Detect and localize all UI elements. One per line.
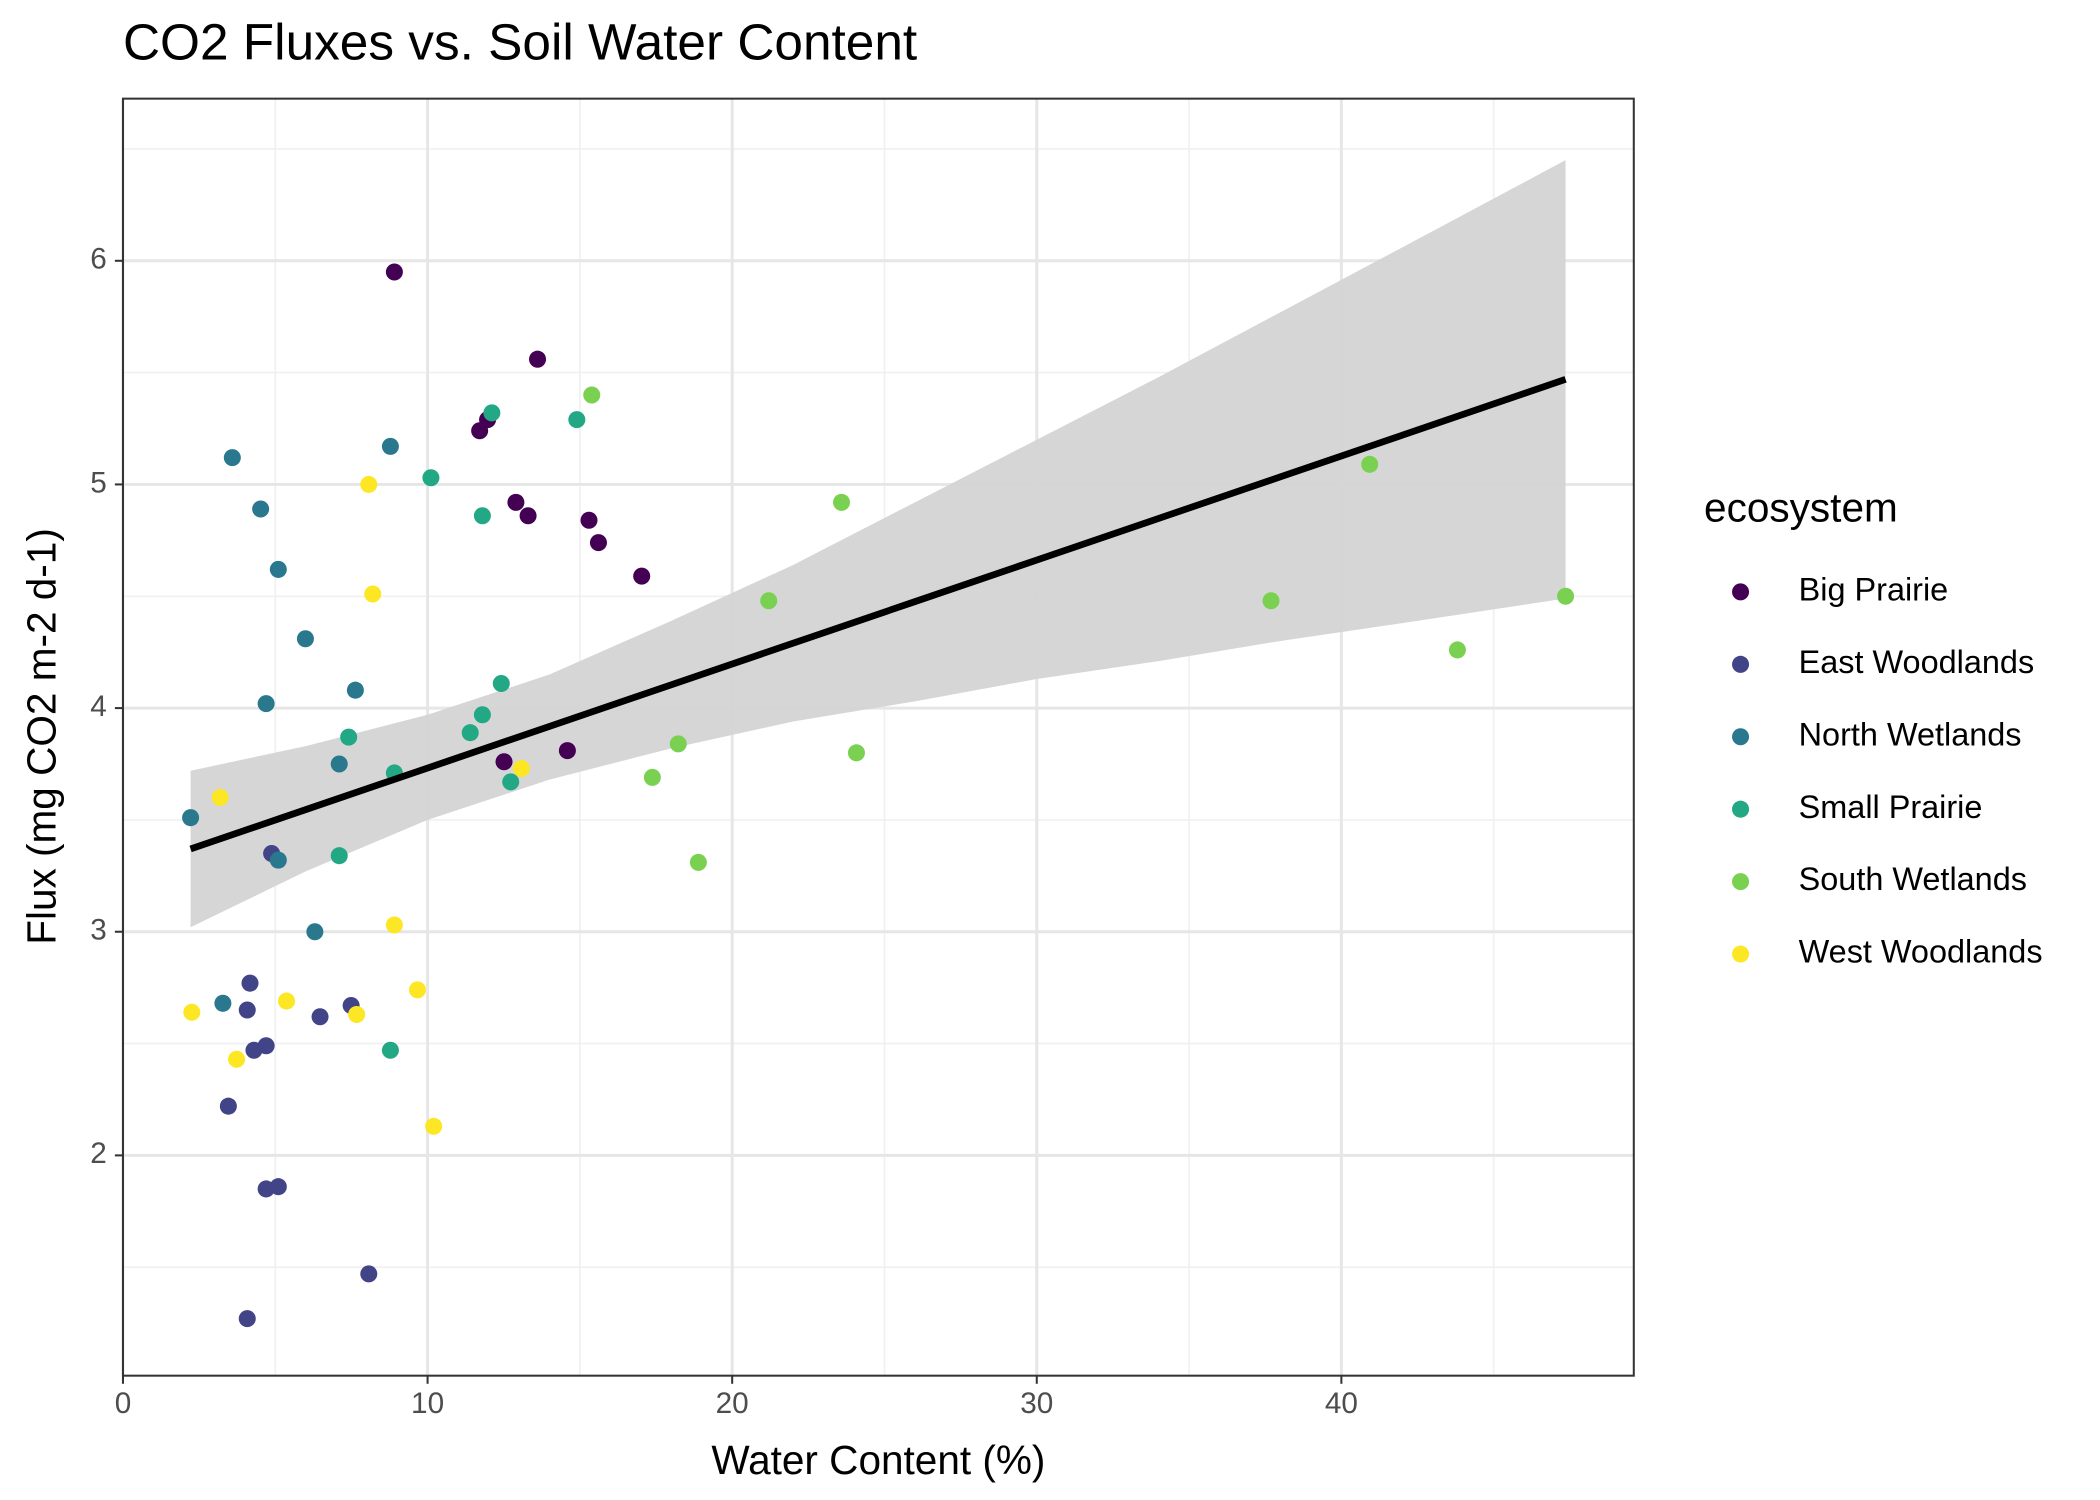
point — [495, 753, 513, 771]
legend-swatch — [1732, 655, 1750, 673]
point — [223, 449, 241, 467]
legend-swatch — [1732, 583, 1750, 601]
point — [473, 706, 491, 724]
point — [311, 1008, 329, 1026]
point — [381, 437, 399, 455]
legend-swatch — [1732, 873, 1750, 891]
point — [568, 411, 586, 429]
point — [760, 592, 778, 610]
point — [257, 1037, 275, 1055]
chart-title: CO2 Fluxes vs. Soil Water Content — [123, 14, 917, 71]
point — [1448, 641, 1466, 659]
legend-label: Small Prairie — [1799, 789, 1983, 825]
point — [492, 674, 510, 693]
legend-label: West Woodlands — [1799, 934, 2043, 970]
point — [364, 585, 382, 603]
point — [473, 507, 491, 525]
points — [182, 263, 1575, 1328]
point — [269, 1178, 287, 1196]
y-tick-label: 6 — [90, 243, 107, 276]
legend-swatch — [1732, 800, 1750, 818]
y-tick-label: 3 — [90, 914, 107, 947]
point — [346, 681, 364, 699]
legend: Big Prairie East Woodlands North Wetlands S… — [1732, 571, 2043, 970]
x-tick-label: 20 — [716, 1387, 749, 1420]
point — [269, 560, 287, 578]
legend-label: South Wetlands — [1799, 861, 2027, 897]
point — [228, 1050, 246, 1068]
point — [269, 851, 287, 869]
point — [589, 534, 607, 552]
point — [211, 789, 229, 807]
point — [360, 475, 378, 493]
point — [583, 386, 601, 404]
point — [348, 1005, 366, 1023]
x-axis-title: Water Content (%) — [711, 1437, 1045, 1483]
point — [425, 1117, 443, 1135]
point — [385, 263, 403, 281]
y-tick-label: 2 — [90, 1137, 107, 1170]
point — [483, 404, 501, 422]
point — [340, 728, 358, 746]
point — [833, 493, 851, 511]
y-axis-title: Flux (mg CO2 m-2 d-1) — [18, 528, 64, 945]
point — [502, 773, 520, 791]
confidence-band — [190, 160, 1566, 928]
y-tick-label: 4 — [90, 690, 107, 723]
point — [633, 567, 651, 585]
point — [512, 759, 530, 777]
point — [1262, 592, 1280, 610]
fit-line — [189, 376, 1567, 853]
point — [381, 1041, 399, 1059]
point — [580, 511, 598, 529]
plot-border — [121, 97, 1635, 1377]
point — [296, 630, 314, 648]
point — [360, 1265, 378, 1283]
point — [257, 695, 275, 713]
legend-swatch — [1732, 728, 1750, 746]
point — [519, 507, 537, 525]
point — [1557, 587, 1575, 605]
x-tick-label: 0 — [115, 1387, 132, 1420]
point — [507, 493, 525, 511]
point — [238, 1310, 256, 1328]
point — [558, 742, 576, 760]
point — [182, 809, 200, 827]
point — [306, 923, 324, 941]
point — [252, 500, 270, 518]
x-tick-label: 40 — [1325, 1387, 1358, 1420]
legend-label: East Woodlands — [1799, 644, 2035, 680]
point — [409, 981, 427, 999]
point — [461, 724, 479, 742]
legend-title: ecosystem — [1704, 485, 1898, 531]
point — [330, 847, 348, 865]
legend-swatch — [1732, 945, 1750, 963]
x-tick-label: 10 — [411, 1387, 444, 1420]
point — [669, 735, 687, 753]
point — [278, 992, 296, 1010]
point — [330, 755, 348, 773]
point — [847, 744, 865, 762]
point — [183, 1003, 201, 1021]
point — [529, 350, 547, 368]
y-tick-label: 5 — [90, 466, 107, 499]
legend-label: Big Prairie — [1799, 571, 1949, 607]
point — [238, 1001, 256, 1019]
point — [1361, 455, 1379, 473]
point — [214, 994, 232, 1012]
legend-label: North Wetlands — [1799, 716, 2022, 752]
point — [689, 853, 707, 871]
point — [241, 974, 259, 992]
point — [643, 768, 661, 786]
point — [385, 916, 403, 934]
point — [422, 469, 440, 487]
point — [219, 1097, 237, 1115]
x-tick-label: 30 — [1020, 1387, 1053, 1420]
